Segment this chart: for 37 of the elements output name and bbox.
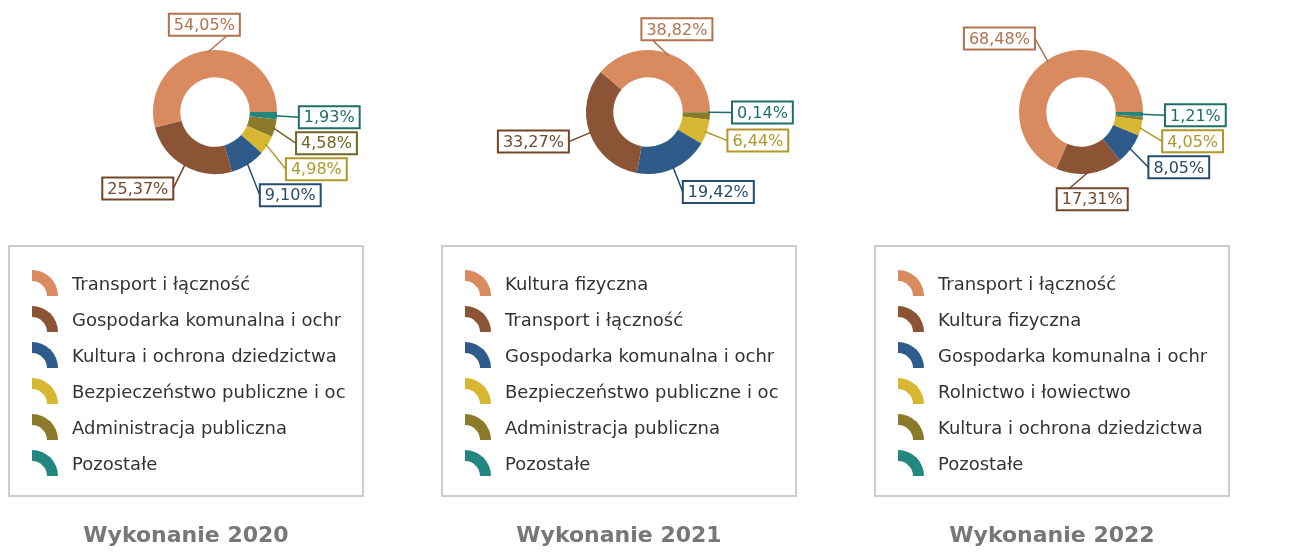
legend-label: Kultura i ochrona dziedzictwa — [938, 416, 1203, 438]
legend-label: Rolnictwo i łowiectwo — [938, 380, 1131, 402]
legend-label: Administracja publiczna — [505, 416, 720, 438]
data-label: 0,14% — [737, 102, 788, 122]
data-label: 4,58% — [301, 133, 352, 153]
data-label: 4,98% — [290, 159, 342, 179]
legend-label: Transport i łączność — [505, 308, 684, 330]
data-label: 19,42% — [687, 182, 749, 202]
legend-label: Gospodarka komunalna i ochr — [938, 344, 1208, 366]
legend-label: Transport i łączność — [938, 272, 1117, 294]
legend-label: Kultura fizyczna — [938, 308, 1082, 330]
data-label: 1,93% — [303, 107, 355, 127]
legend-label: Bezpieczeństwo publiczne i oc — [505, 380, 779, 402]
data-label: 17,31% — [1061, 189, 1123, 209]
data-label: 33,27% — [502, 131, 564, 151]
data-label: 38,82% — [646, 19, 708, 39]
legend-label: Gospodarka komunalna i ochr — [72, 308, 342, 330]
legend-label: Administracja publiczna — [72, 416, 287, 438]
data-label: 6,44% — [732, 130, 784, 150]
legend-label: Transport i łączność — [72, 272, 251, 294]
legend-label: Kultura fizyczna — [505, 272, 649, 294]
text: Wykonanie 2021 — [515, 522, 723, 547]
data-label: 68,48% — [968, 28, 1030, 48]
legend-label: Bezpieczeństwo publiczne i oc — [72, 380, 346, 402]
legend-label: Gospodarka komunalna i ochr — [505, 344, 775, 366]
text: Wykonanie 2022 — [948, 522, 1156, 547]
data-label: 9,10% — [264, 185, 316, 205]
data-label: 4,05% — [1167, 131, 1219, 151]
legend-label: Pozostałe — [72, 452, 158, 474]
legend-label: Pozostałe — [505, 452, 591, 474]
data-label: 25,37% — [107, 178, 169, 198]
text: Wykonanie 2020 — [82, 522, 290, 547]
data-label: 54,05% — [173, 14, 235, 34]
data-label: 8,05% — [1153, 157, 1205, 177]
legend-label: Pozostałe — [938, 452, 1024, 474]
legend-label: Kultura i ochrona dziedzictwa — [72, 344, 337, 366]
data-label: 1,21% — [1169, 105, 1221, 125]
